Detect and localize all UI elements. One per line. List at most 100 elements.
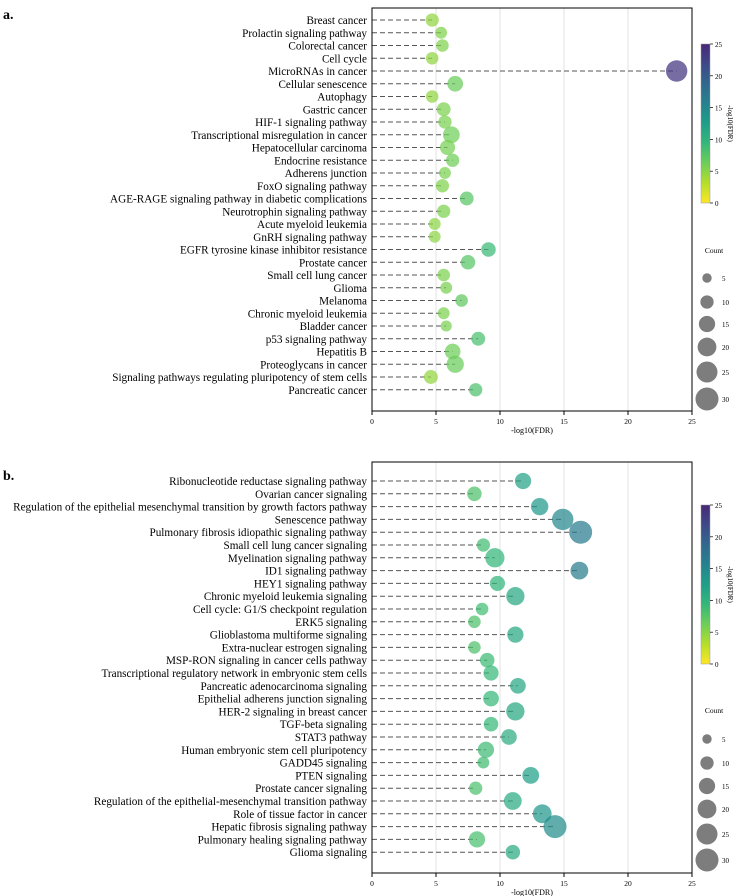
term-bubble — [522, 767, 540, 784]
term-bubble — [460, 254, 476, 270]
x-tick-label: 20 — [624, 879, 632, 888]
term-label: Cellular senescence — [278, 79, 367, 91]
term-label: Cell cycle — [322, 53, 367, 65]
term-label: Prostate cancer — [299, 257, 367, 269]
x-tick-label: 10 — [496, 879, 504, 888]
size-legend-label: 5 — [722, 736, 726, 744]
size-legend-title: Count — [705, 246, 724, 255]
term-label: AGE-RAGE signaling pathway in diabetic c… — [110, 194, 367, 206]
term-bubble — [455, 294, 468, 307]
size-legend-bubble — [698, 315, 716, 333]
term-bubble — [569, 520, 593, 544]
x-tick-label: 15 — [560, 879, 568, 888]
term-label: Transcriptional misregulation in cancer — [191, 130, 367, 142]
size-legend-label: 15 — [722, 783, 730, 791]
term-label: Myelination signaling pathway — [228, 553, 368, 565]
term-label: Chronic myeloid leukemia signaling — [204, 591, 368, 603]
term-bubble — [665, 60, 688, 82]
term-bubble — [510, 677, 526, 694]
colorbar-tick-label: 25 — [715, 502, 723, 510]
term-bubble — [476, 538, 491, 552]
term-label: Hepatic fibrosis signaling pathway — [211, 822, 367, 834]
term-bubble — [425, 51, 439, 65]
colorbar-tick-label: 25 — [715, 41, 723, 49]
term-label: Signaling pathways regulating pluripoten… — [112, 372, 367, 384]
term-bubble — [543, 815, 567, 839]
term-label: Proteoglycans in cancer — [260, 359, 367, 371]
size-legend-bubble — [696, 361, 718, 383]
term-bubble — [501, 729, 517, 745]
term-bubble — [479, 652, 495, 668]
panel-b: b. Ribonucleotide reductase signaling pat… — [3, 461, 733, 896]
term-bubble — [439, 167, 451, 179]
size-legend-bubble — [696, 823, 718, 845]
colorbar-tick-label: 20 — [715, 73, 723, 81]
term-label: HER-2 signaling in breast cancer — [219, 706, 368, 718]
term-label: Hepatocellular carcinoma — [252, 143, 367, 155]
size-legend-label: 10 — [722, 760, 730, 768]
colorbar-label: -log10(FDR) — [726, 566, 733, 603]
term-label: Pancreatic adenocarcinoma signaling — [201, 681, 368, 693]
term-bubble — [435, 26, 448, 39]
term-bubble — [483, 690, 499, 707]
term-bubble — [570, 561, 589, 580]
term-label: p53 signaling pathway — [266, 334, 368, 346]
term-label: Epithelial adherens junction signaling — [198, 694, 368, 706]
term-label: ID1 signaling pathway — [265, 566, 367, 578]
size-legend-bubble — [702, 273, 712, 283]
size-legend-title: Count — [705, 706, 724, 715]
colorbar-tick-label: 0 — [715, 661, 719, 669]
size-legend-label: 20 — [722, 344, 730, 352]
term-bubble — [425, 13, 439, 27]
term-label: Glioma — [333, 283, 367, 295]
term-label: Gastric cancer — [303, 104, 368, 116]
term-bubble — [436, 39, 449, 52]
size-legend-label: 20 — [722, 806, 730, 814]
size-legend-bubble — [695, 848, 719, 872]
term-label: Pulmonary fibrosis idiopathic signaling … — [149, 527, 367, 539]
term-label: Ribonucleotide reductase signaling pathw… — [169, 476, 367, 488]
colorbar-tick-label: 10 — [715, 597, 723, 605]
term-bubble — [437, 307, 450, 320]
panel-label: a. — [3, 8, 14, 23]
term-bubble — [468, 615, 481, 629]
size-legend-label: 30 — [722, 396, 730, 404]
term-bubble — [438, 115, 452, 129]
term-bubble — [428, 218, 441, 230]
term-label: Melanoma — [319, 296, 367, 308]
term-bubble — [445, 153, 460, 167]
term-bubble — [481, 242, 496, 257]
colorbar — [700, 504, 711, 665]
plot-frame — [371, 461, 693, 874]
term-bubble — [505, 844, 521, 860]
term-bubble — [514, 472, 532, 490]
term-label: FoxO signaling pathway — [257, 181, 367, 193]
x-axis-label: -log10(FDR) — [511, 426, 553, 435]
term-bubble — [459, 191, 474, 206]
term-bubble — [469, 781, 483, 795]
term-label: Prostate cancer signaling — [255, 783, 367, 795]
term-bubble — [447, 75, 464, 92]
term-label: Acute myeloid leukemia — [257, 219, 367, 231]
term-bubble — [423, 370, 438, 384]
term-label: Regulation of the epithelial mesenchymal… — [13, 502, 367, 514]
x-tick-label: 20 — [624, 417, 632, 426]
size-legend-bubble — [700, 756, 714, 770]
size-legend-bubble — [700, 295, 714, 309]
term-bubble — [437, 268, 450, 282]
term-label: Autophagy — [317, 92, 367, 104]
size-legend-label: 10 — [722, 299, 730, 307]
term-label: GADD45 signaling — [280, 758, 368, 770]
term-label: Glioblastoma multiforme signaling — [210, 630, 368, 642]
term-label: Chronic myeloid leukemia — [248, 308, 367, 320]
term-bubble — [440, 320, 452, 332]
term-bubble — [468, 831, 486, 848]
size-legend-label: 15 — [722, 321, 730, 329]
term-label: Colorectal cancer — [288, 41, 367, 53]
term-bubble — [506, 587, 525, 606]
colorbar-tick-label: 5 — [715, 629, 719, 637]
colorbar — [700, 43, 711, 204]
term-label: Senescence pathway — [275, 514, 368, 526]
term-label: EGFR tyrosine kinase inhibitor resistanc… — [180, 245, 367, 257]
colorbar-label: -log10(FDR) — [726, 105, 733, 142]
